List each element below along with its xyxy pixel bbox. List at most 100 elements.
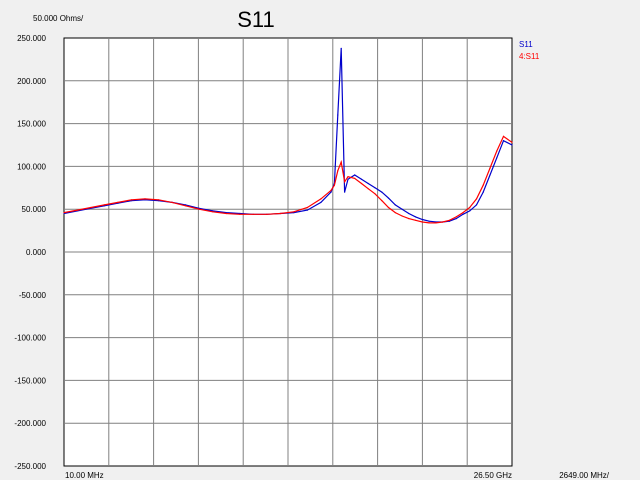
y-tick-label: -50.000 <box>19 291 47 300</box>
grid <box>64 38 512 466</box>
data-point <box>475 204 478 206</box>
series-4-s11 <box>63 135 513 224</box>
data-point <box>448 219 450 221</box>
data-point <box>225 212 227 215</box>
data-point <box>340 161 342 163</box>
data-point <box>428 222 430 224</box>
y-tick-label: -250.000 <box>14 462 46 471</box>
y-tick-labels: 250.000 200.000 150.000 100.000 50.000 0.000 -… <box>14 34 46 471</box>
y-tick-label: 100.000 <box>17 162 46 171</box>
data-point <box>333 184 335 186</box>
data-point <box>381 200 383 202</box>
y-tick-label: -200.000 <box>14 419 46 428</box>
data-point <box>367 188 369 190</box>
data-point <box>502 135 505 137</box>
data-point <box>330 189 332 191</box>
data-point <box>489 174 491 176</box>
data-point <box>344 191 346 193</box>
data-point <box>360 178 363 180</box>
data-point <box>340 47 342 49</box>
data-point <box>387 206 390 209</box>
traces <box>63 47 513 224</box>
legend-4-s11: 4:S11 <box>519 52 540 61</box>
data-point <box>239 213 241 215</box>
data-point <box>428 220 430 222</box>
scale-label: 50.000 Ohms/ <box>33 14 84 23</box>
data-point <box>157 199 160 201</box>
data-point <box>462 212 464 214</box>
data-point <box>408 218 410 220</box>
y-tick-label: -150.000 <box>14 376 46 385</box>
data-point <box>381 191 383 193</box>
data-point <box>401 215 403 217</box>
y-tick-label: 0.000 <box>26 248 47 257</box>
data-point <box>387 197 390 199</box>
data-point <box>421 221 423 223</box>
data-point <box>469 206 471 209</box>
series-line <box>63 135 513 224</box>
data-point <box>475 198 478 200</box>
data-point <box>511 144 513 146</box>
y-tick-label: 50.000 <box>22 205 47 214</box>
y-tick-label: 150.000 <box>17 120 46 129</box>
data-point <box>354 177 356 179</box>
data-point <box>103 204 105 206</box>
x-start-label: 10.00 MHz <box>65 471 104 480</box>
data-point <box>394 204 396 206</box>
data-point <box>337 170 339 172</box>
data-point <box>415 216 417 218</box>
x-span-label: 2649.00 MHz/ <box>559 471 610 480</box>
legend-s11: S11 <box>519 40 533 49</box>
data-point <box>347 178 349 180</box>
data-point <box>293 211 295 213</box>
data-point <box>198 208 200 210</box>
data-point <box>171 201 173 203</box>
y-tick-label: 250.000 <box>17 34 46 43</box>
data-point <box>130 199 133 201</box>
data-point <box>511 141 513 143</box>
data-point <box>415 219 417 221</box>
data-point <box>347 176 349 178</box>
data-point <box>455 216 457 218</box>
y-tick-label: -100.000 <box>14 334 46 343</box>
data-point <box>374 193 376 195</box>
data-point <box>482 184 484 186</box>
data-point <box>421 218 423 221</box>
data-point <box>185 205 187 207</box>
data-point <box>76 209 78 211</box>
data-point <box>462 213 464 215</box>
x-stop-label: 26.50 GHz <box>474 471 512 480</box>
data-point <box>469 210 471 212</box>
data-point <box>442 221 444 223</box>
data-point <box>496 150 498 152</box>
data-point <box>266 213 268 215</box>
data-point <box>394 212 396 214</box>
data-point <box>496 157 498 159</box>
data-point <box>90 206 92 209</box>
data-point <box>401 208 403 210</box>
y-tick-label: 200.000 <box>17 77 46 86</box>
data-point <box>502 140 505 142</box>
chart-title: S11 <box>237 7 275 32</box>
data-point <box>320 201 322 203</box>
data-point <box>435 222 437 224</box>
data-point <box>252 213 254 215</box>
data-point <box>212 211 214 213</box>
data-point <box>117 201 119 203</box>
data-point <box>306 206 308 209</box>
data-point <box>279 212 281 215</box>
data-point <box>337 114 339 116</box>
data-point <box>374 187 376 189</box>
data-point <box>408 212 410 215</box>
data-point <box>144 198 146 200</box>
data-point <box>367 182 369 185</box>
data-point <box>489 167 491 169</box>
data-point <box>455 218 457 220</box>
data-point <box>482 191 484 193</box>
data-point <box>360 182 363 185</box>
data-point <box>320 198 322 200</box>
data-point <box>344 181 346 183</box>
data-point <box>330 191 332 193</box>
data-point <box>354 174 356 176</box>
